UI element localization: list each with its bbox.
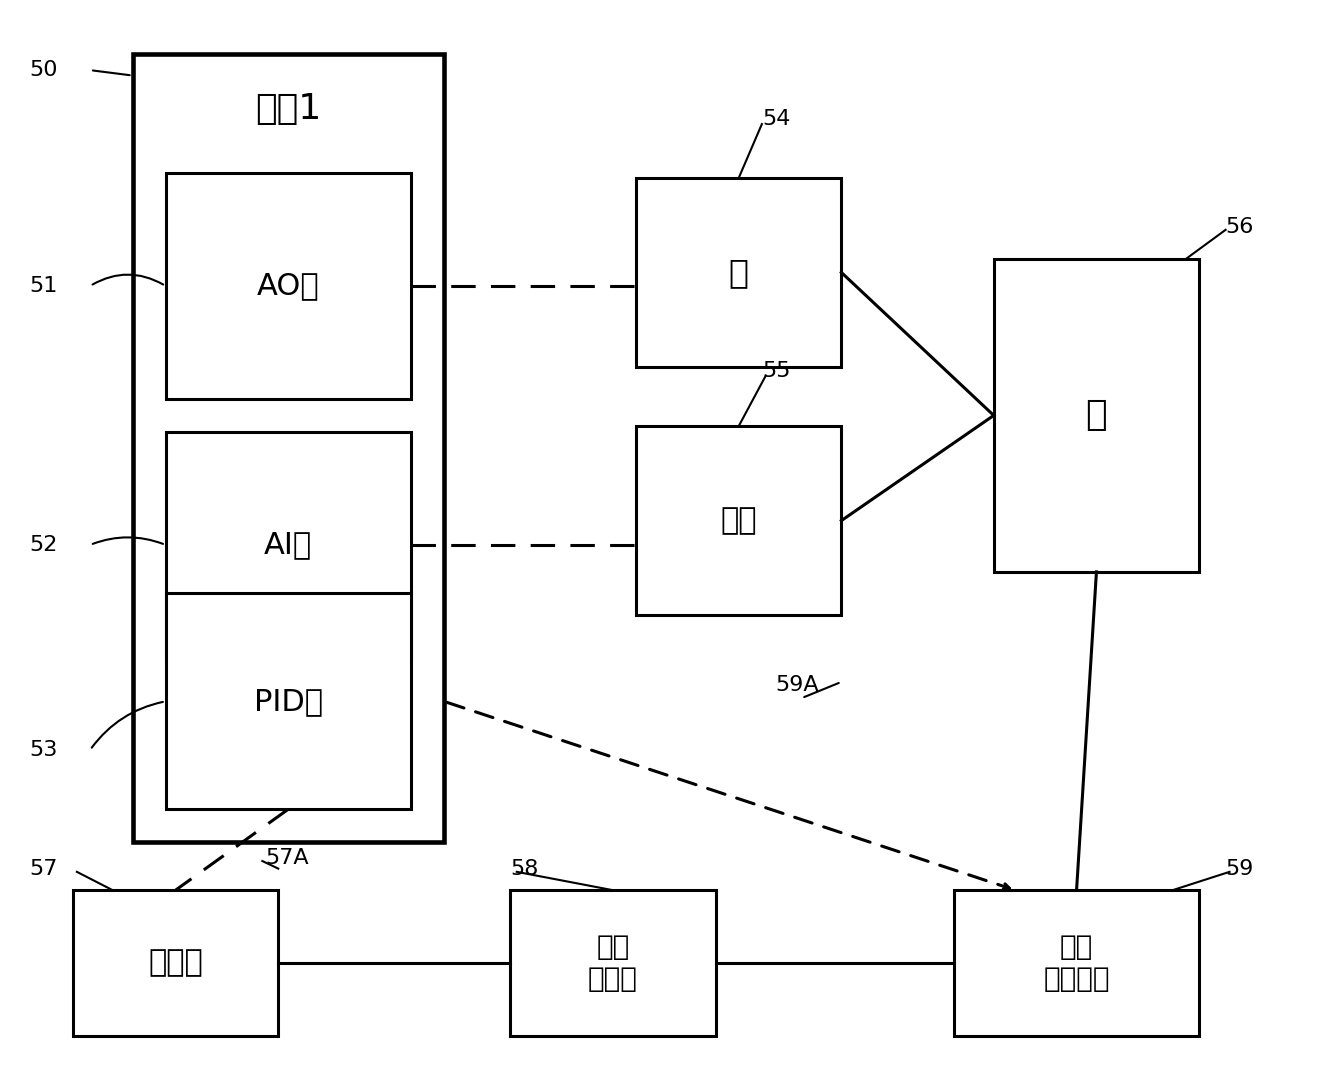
Text: 59: 59: [1226, 859, 1253, 878]
Text: 53: 53: [29, 740, 57, 760]
Text: 57: 57: [29, 859, 57, 878]
Bar: [132, 54, 444, 842]
Bar: [166, 593, 411, 809]
Text: 现场
总线卡: 现场 总线卡: [588, 933, 637, 993]
Text: 现场
总线端口: 现场 总线端口: [1043, 933, 1110, 993]
Text: 51: 51: [29, 276, 57, 296]
Text: 阀: 阀: [729, 256, 749, 289]
Text: 仪器: 仪器: [721, 506, 757, 535]
Text: 57A: 57A: [265, 848, 309, 868]
Bar: [954, 890, 1199, 1036]
Text: PID块: PID块: [253, 687, 323, 715]
Text: 控制器: 控制器: [148, 948, 203, 978]
Text: 段: 段: [1085, 398, 1108, 433]
Text: 55: 55: [762, 361, 791, 381]
Text: 56: 56: [1226, 217, 1253, 236]
Text: 50: 50: [29, 60, 58, 80]
Text: 58: 58: [510, 859, 538, 878]
Bar: [166, 173, 411, 399]
Bar: [636, 178, 841, 367]
Bar: [636, 426, 841, 615]
Bar: [166, 432, 411, 658]
Text: AI块: AI块: [264, 531, 313, 559]
Text: 54: 54: [762, 109, 790, 128]
Bar: [73, 890, 278, 1036]
Text: AO块: AO块: [257, 272, 319, 300]
Text: 模块1: 模块1: [254, 92, 321, 126]
Bar: [994, 259, 1199, 572]
Text: 52: 52: [29, 535, 57, 555]
Bar: [510, 890, 716, 1036]
Text: 59A: 59A: [775, 675, 819, 695]
